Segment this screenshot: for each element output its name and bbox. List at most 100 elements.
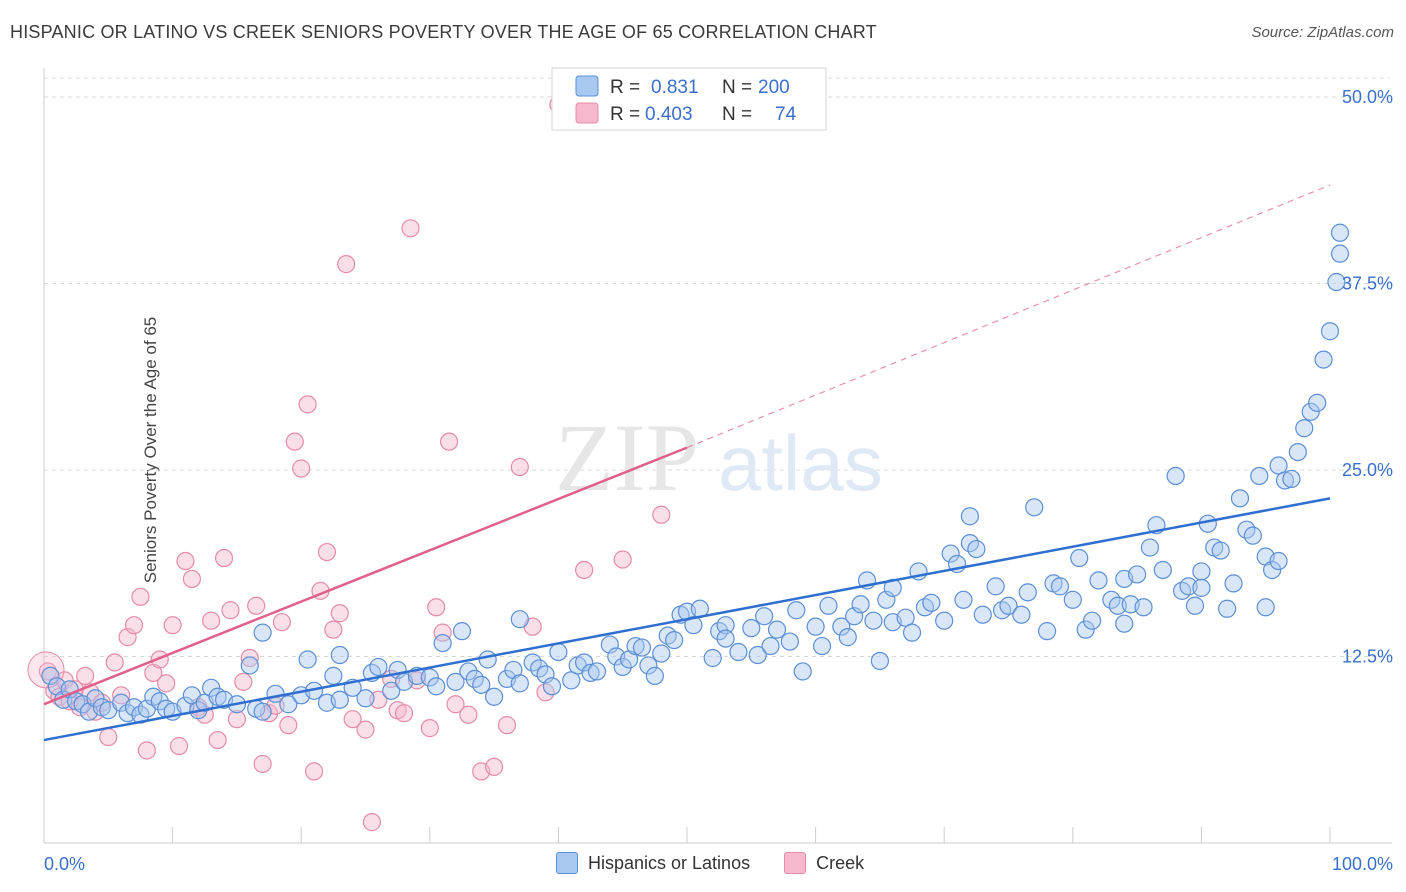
creek-point — [613, 550, 632, 569]
creek-point — [76, 666, 95, 685]
hispanic-point — [1063, 590, 1082, 609]
legend-label-hispanics: Hispanics or Latinos — [588, 852, 751, 873]
hispanic-point — [626, 636, 645, 656]
hispanic-point — [510, 674, 529, 693]
x-tick-label: 0.0% — [44, 854, 85, 874]
hispanic-point — [1211, 541, 1230, 560]
hispanic-point — [382, 681, 401, 700]
creek-trend-line — [43, 446, 688, 706]
watermark-atlas: atlas — [718, 419, 883, 507]
hispanic-point — [613, 657, 632, 677]
hispanic-point — [1050, 577, 1070, 596]
creek-point — [208, 730, 227, 750]
y-tick-label: 12.5% — [1342, 647, 1393, 667]
legend-item-creek[interactable]: Creek — [784, 852, 864, 874]
hispanic-point — [1230, 489, 1250, 508]
hispanic-point — [1037, 622, 1057, 641]
hispanic-point — [1301, 402, 1320, 421]
creek-point — [652, 505, 671, 524]
hispanic-point — [1115, 614, 1134, 633]
hispanic-point — [1192, 578, 1211, 597]
hispanic-point — [240, 656, 259, 675]
hispanic-point — [902, 623, 922, 642]
hispanic-point — [581, 663, 600, 683]
hispanic-point — [459, 662, 478, 681]
creek-point — [253, 754, 272, 774]
creek-point — [433, 623, 452, 642]
hispanic-point — [1025, 498, 1044, 517]
hispanic-point — [780, 632, 799, 651]
hispanic-point — [298, 650, 317, 669]
creek-point — [124, 616, 144, 635]
hispanic-point — [1330, 244, 1350, 263]
creek-point — [99, 727, 118, 747]
hispanic-point — [452, 622, 472, 641]
hispanic-point — [41, 666, 60, 685]
hispanic-point — [1275, 471, 1295, 490]
creek-point — [169, 736, 189, 756]
chart-title: HISPANIC OR LATINO VS CREEK SENIORS POVE… — [10, 22, 877, 42]
hispanic-point — [510, 610, 529, 629]
creek-trend-line-extended — [686, 184, 1331, 449]
creek-point — [324, 620, 343, 639]
legend-top: R = 0.831 N = 200 R = 0.403 N = 74 — [551, 67, 827, 131]
hispanic-point — [1263, 560, 1282, 580]
hispanic-point — [806, 617, 825, 636]
hispanic-point — [954, 590, 973, 609]
hispanic-point — [793, 662, 812, 681]
hispanic-point — [485, 687, 504, 706]
hispanic-point — [748, 645, 767, 665]
hispanic-point — [851, 595, 870, 614]
creek-point — [137, 741, 156, 760]
hispanic-point — [684, 616, 703, 635]
hispanic-point — [472, 675, 491, 694]
creek-point — [292, 459, 311, 478]
hispanic-point — [1314, 350, 1333, 369]
hispanic-point — [967, 539, 986, 559]
legend-swatch-blue — [556, 852, 578, 874]
creek-point — [394, 704, 414, 723]
creek-point — [485, 757, 504, 777]
hispanic-point — [729, 642, 748, 662]
hispanic-point — [253, 702, 272, 721]
legend-label-creek: Creek — [816, 852, 865, 873]
creek-point — [272, 613, 292, 632]
hispanic-point — [324, 666, 343, 685]
creek-point — [362, 813, 382, 832]
hispanic-point — [819, 596, 838, 615]
hispanic-point — [150, 692, 169, 711]
hispanic-point — [1330, 223, 1350, 242]
hispanic-point — [665, 630, 684, 650]
hispanic-point — [652, 644, 671, 663]
tick-labels: 12.5% 25.0% 37.5% 50.0% 0.0% 100.0% — [44, 87, 1393, 874]
creek-point — [131, 587, 150, 606]
legend-n-value: 200 — [758, 77, 790, 98]
y-tick-label: 25.0% — [1342, 460, 1393, 480]
creek-point — [105, 653, 124, 672]
legend-item-hispanics[interactable]: Hispanics or Latinos — [556, 852, 750, 874]
legend-r-label: R = — [610, 77, 640, 98]
y-tick-label: 50.0% — [1342, 87, 1393, 107]
hispanic-point — [922, 593, 941, 612]
hispanic-point — [1153, 560, 1172, 580]
creek-point — [214, 548, 234, 568]
legend-bottom: Hispanics or Latinos Creek — [556, 852, 890, 874]
creek-point — [279, 716, 298, 735]
creek-point — [446, 695, 465, 714]
hispanic-point — [86, 689, 105, 708]
creek-point — [157, 674, 176, 693]
hispanic-point — [1089, 571, 1108, 590]
creek-point — [285, 432, 304, 451]
axes — [43, 68, 1392, 844]
hispanic-point — [1127, 565, 1147, 584]
creek-point — [304, 762, 324, 781]
hispanic-point — [1012, 605, 1031, 624]
hispanic-point — [838, 628, 857, 647]
hispanic-point — [202, 678, 221, 697]
hispanic-point — [1218, 599, 1237, 618]
legend-swatch-pink — [784, 852, 807, 874]
legend-r-value: 0.403 — [645, 104, 693, 125]
x-tick-label: 100.0% — [1332, 854, 1393, 874]
creek-point — [112, 686, 131, 705]
